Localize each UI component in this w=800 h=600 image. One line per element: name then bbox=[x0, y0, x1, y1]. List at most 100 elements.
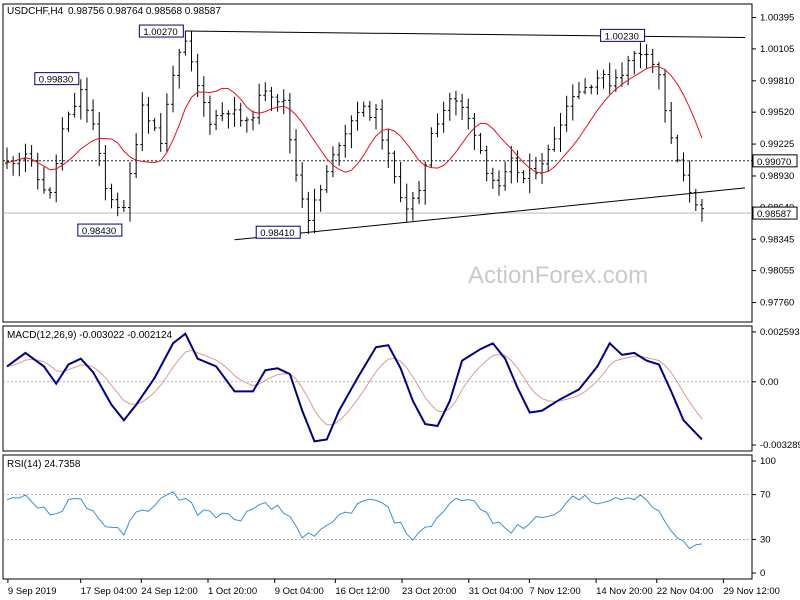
price-bar bbox=[490, 167, 495, 189]
price-bar bbox=[484, 145, 489, 182]
current-price-label: 0.98587 bbox=[757, 209, 791, 220]
price-bar bbox=[638, 42, 643, 69]
xtick-label: 24 Sep 12:00 bbox=[141, 586, 198, 597]
current-price-box bbox=[752, 206, 798, 220]
price-ytick-label: 0.98345 bbox=[760, 234, 794, 245]
price-bar bbox=[324, 165, 329, 193]
price-ytick-label: 1.00105 bbox=[760, 44, 794, 55]
xtick-label: 22 Nov 04:00 bbox=[657, 586, 714, 597]
price-bar bbox=[546, 144, 551, 172]
rsi-ytick-label: 70 bbox=[760, 490, 771, 501]
price-bar bbox=[595, 70, 600, 95]
price-bar bbox=[355, 101, 360, 131]
price-bar bbox=[251, 110, 255, 131]
price-bar bbox=[84, 77, 89, 123]
upper-trendline bbox=[185, 30, 746, 39]
price-bar bbox=[29, 145, 34, 167]
price-bar bbox=[330, 146, 335, 178]
price-bar bbox=[220, 102, 225, 122]
rsi-ytick-label: 100 bbox=[760, 456, 776, 467]
price-bar bbox=[48, 187, 53, 199]
price-ytick-label: 0.99810 bbox=[760, 76, 794, 87]
price-bar bbox=[460, 93, 465, 121]
price-bar bbox=[533, 156, 538, 180]
price-bar bbox=[269, 86, 274, 112]
price-ytick-label: 0.99225 bbox=[760, 139, 794, 150]
price-bar bbox=[66, 111, 71, 132]
price-bar bbox=[472, 113, 477, 150]
price-bar bbox=[337, 142, 342, 166]
macd-line bbox=[6, 332, 703, 443]
price-bar bbox=[466, 98, 471, 130]
price-bar bbox=[386, 128, 391, 169]
macd-ytick-label: 0.002593 bbox=[760, 327, 800, 338]
price-bar bbox=[158, 113, 163, 152]
macd-pane-frame bbox=[2, 325, 753, 452]
price-bar bbox=[453, 90, 458, 116]
price-bar bbox=[374, 104, 378, 130]
price-bar bbox=[195, 53, 200, 97]
price-bar bbox=[238, 103, 243, 127]
price-bar bbox=[275, 94, 280, 112]
price-bar bbox=[417, 180, 422, 205]
annotation-box bbox=[77, 223, 123, 237]
macd-ytick-label: 0.00 bbox=[760, 377, 779, 388]
price-bar bbox=[164, 93, 169, 152]
price-bar bbox=[281, 89, 286, 115]
price-bar bbox=[183, 30, 188, 56]
price-bar bbox=[583, 78, 588, 95]
price-bar bbox=[644, 44, 649, 69]
xtick-label: 7 Nov 12:00 bbox=[529, 586, 580, 597]
watermark: ActionForex.com bbox=[468, 262, 648, 289]
price-bar bbox=[189, 31, 194, 72]
price-bar bbox=[663, 68, 668, 123]
lower-trendline bbox=[234, 187, 746, 241]
price-bar bbox=[398, 161, 403, 203]
macd-ytick-label: -0.003289 bbox=[760, 440, 800, 451]
macd-title: MACD(12,26,9) -0.003022 -0.002124 bbox=[7, 330, 173, 341]
price-bar bbox=[392, 150, 397, 184]
macd-signal-line bbox=[6, 349, 703, 426]
price-bar bbox=[35, 152, 40, 190]
price-bar bbox=[60, 117, 65, 171]
price-bar bbox=[257, 83, 262, 125]
xtick-label: 16 Oct 12:00 bbox=[335, 586, 389, 597]
price-pane-frame bbox=[2, 3, 753, 323]
price-bar bbox=[226, 110, 231, 129]
price-bar bbox=[404, 183, 409, 223]
price-bar bbox=[570, 84, 575, 121]
price-bar bbox=[171, 65, 176, 113]
price-ytick-label: 1.00395 bbox=[760, 13, 794, 24]
price-bar bbox=[294, 129, 299, 182]
annotation-box bbox=[34, 72, 80, 86]
xtick-label: 17 Sep 04:00 bbox=[81, 586, 138, 597]
xtick-label: 23 Oct 20:00 bbox=[402, 586, 456, 597]
price-ytick-label: 0.98055 bbox=[760, 266, 794, 277]
price-bar bbox=[380, 99, 385, 150]
price-bar bbox=[441, 101, 446, 133]
price-bar bbox=[109, 183, 114, 209]
reference-price-box bbox=[752, 154, 798, 168]
price-bar bbox=[263, 82, 268, 102]
rsi-ytick-label: 0 bbox=[760, 568, 765, 579]
price-bar bbox=[509, 145, 514, 184]
annotation-box bbox=[138, 24, 184, 38]
price-bar bbox=[244, 116, 249, 133]
price-ytick-label: 0.99520 bbox=[760, 107, 794, 118]
price-bar bbox=[41, 167, 46, 194]
rsi-pane-frame bbox=[2, 454, 753, 580]
price-bar bbox=[146, 96, 151, 134]
chart-ohlc: 0.98756 0.98764 0.98568 0.98587 bbox=[68, 6, 221, 17]
annotation-label: 0.98410 bbox=[260, 228, 294, 239]
price-bar bbox=[97, 111, 102, 167]
macd-layer bbox=[3, 332, 752, 443]
price-bar bbox=[675, 134, 680, 163]
price-bar bbox=[620, 62, 624, 87]
price-bar bbox=[115, 192, 120, 217]
price-ytick-label: 0.98930 bbox=[760, 171, 794, 182]
annotation-box bbox=[255, 225, 301, 239]
price-bar bbox=[78, 79, 83, 120]
price-bar bbox=[134, 133, 139, 179]
